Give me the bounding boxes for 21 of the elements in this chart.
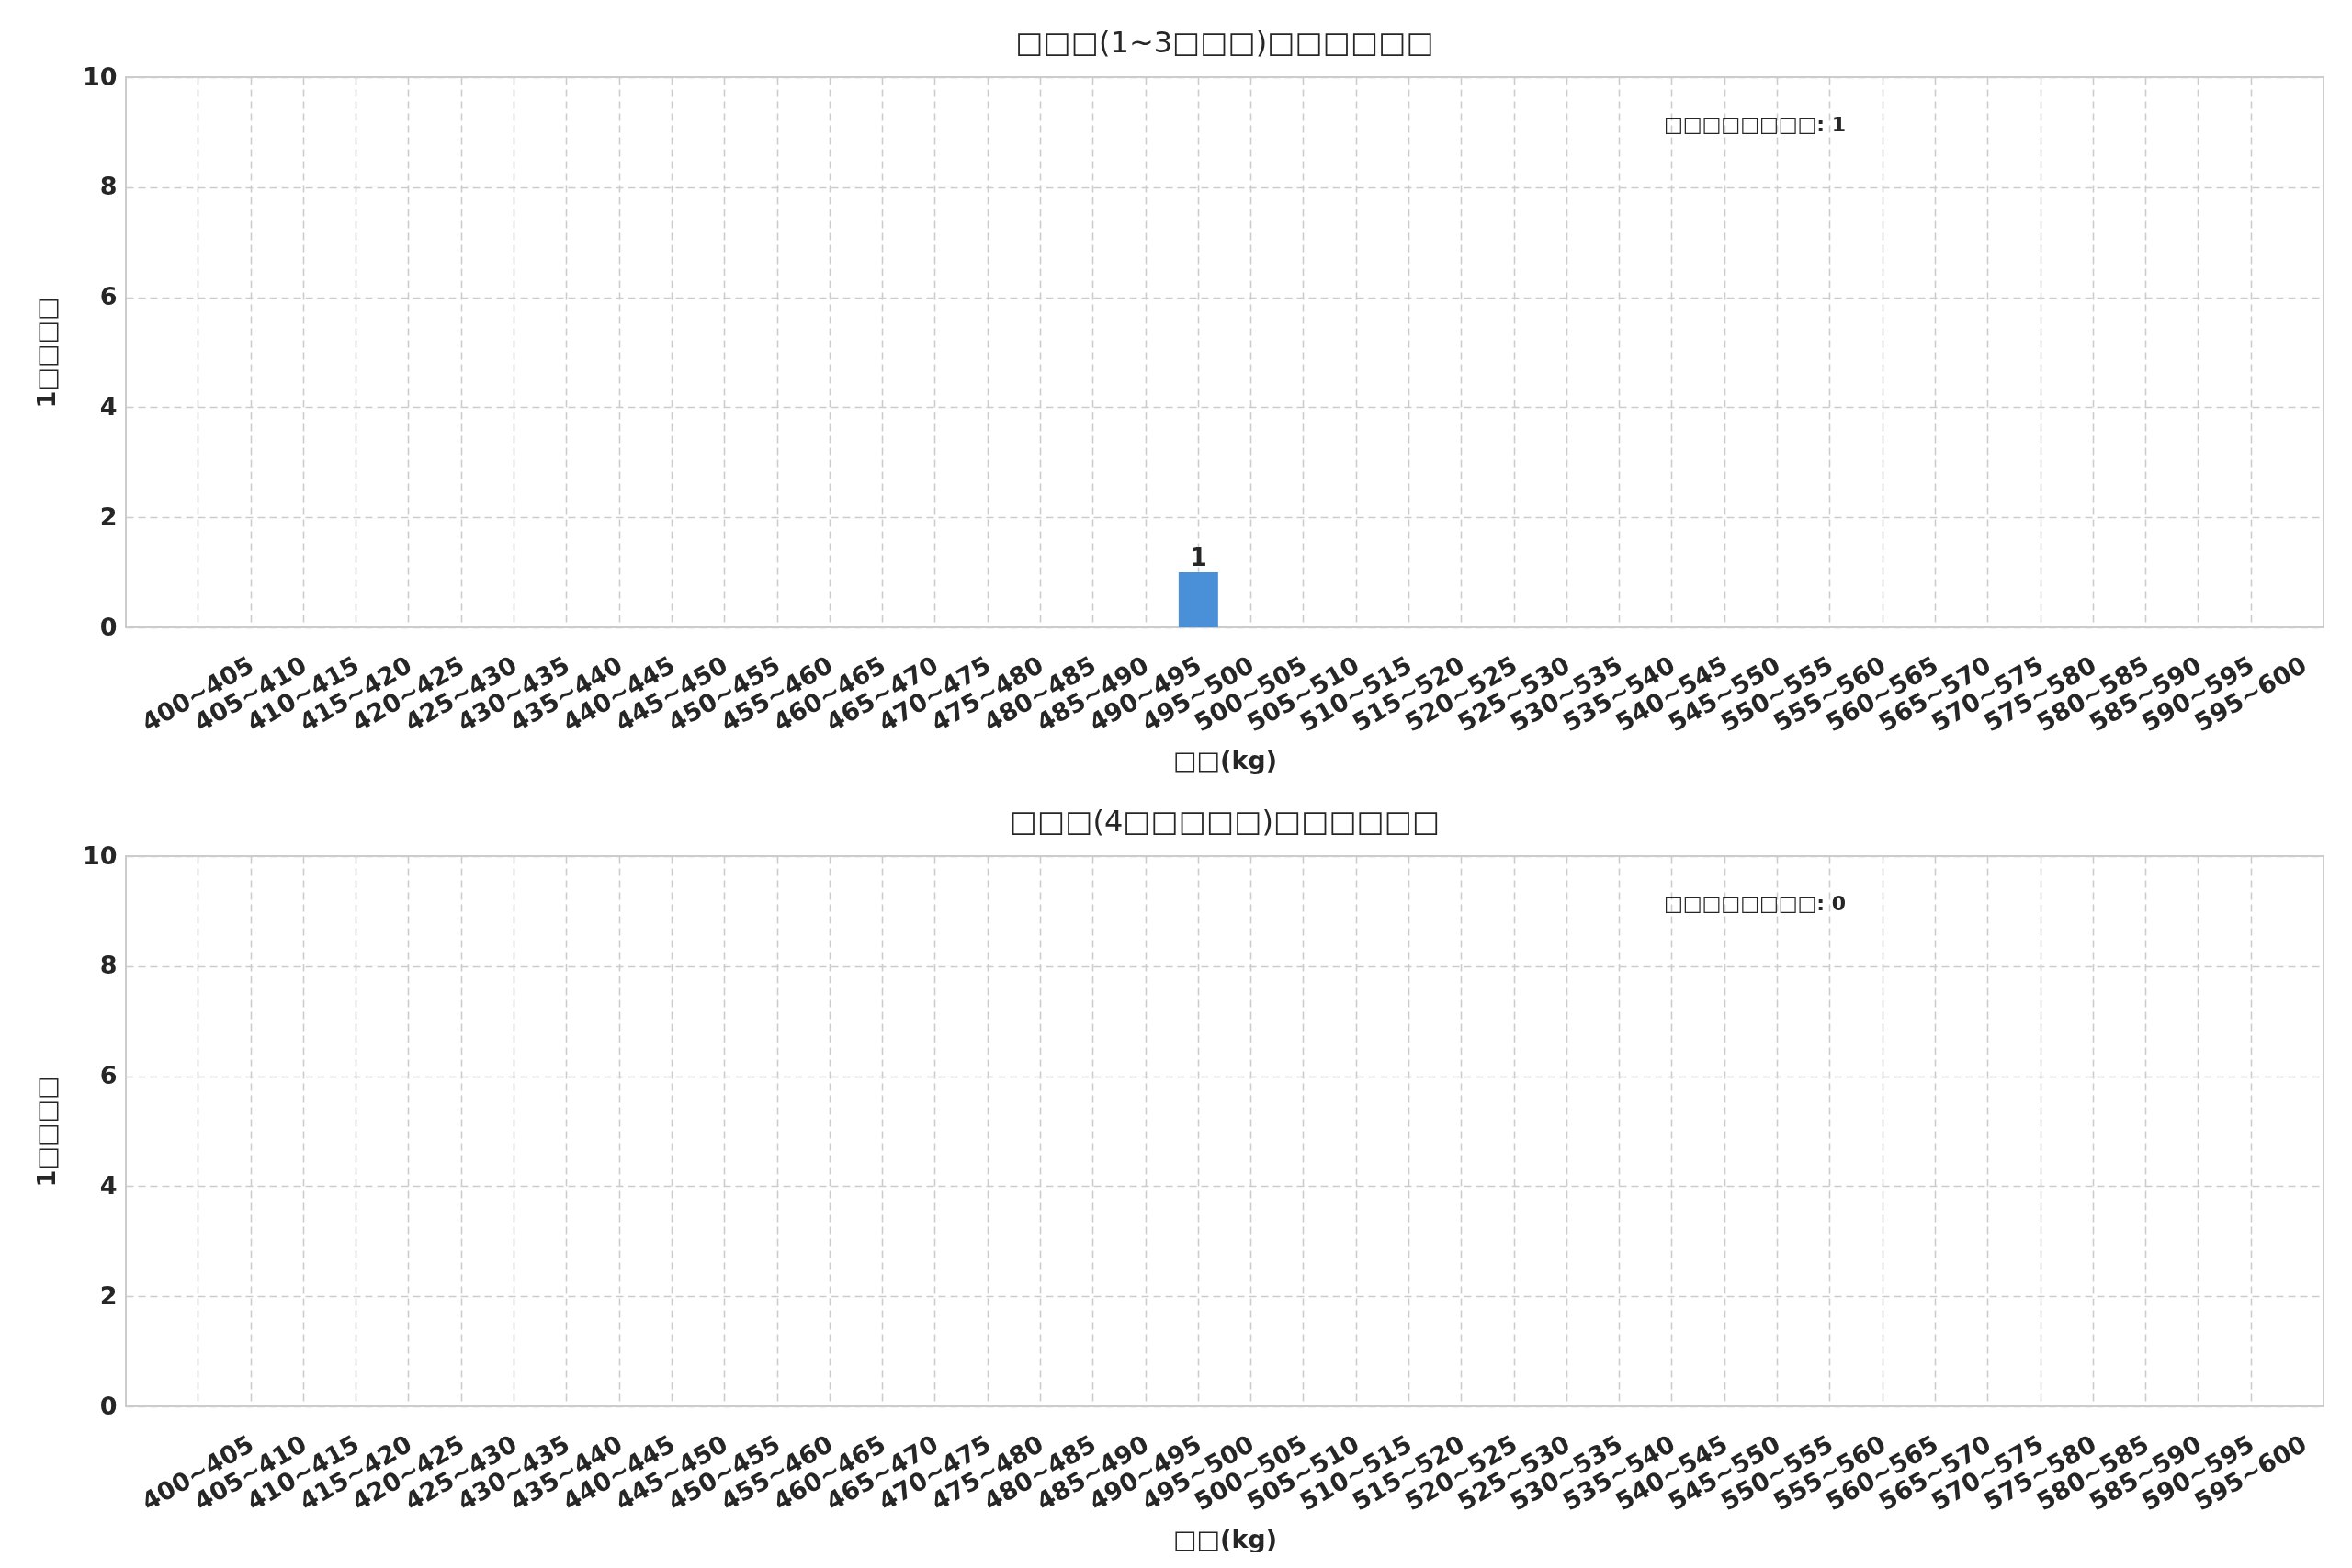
y-tick-label: 4 [99, 1170, 118, 1200]
annotation: □□□□□□□□: 0 [1664, 892, 1847, 915]
y-tick-label: 6 [99, 1061, 118, 1090]
y-tick-label: 8 [99, 172, 118, 201]
data-label: 1 [1189, 543, 1207, 572]
y-axis-title: 1□□□□ [31, 297, 61, 409]
y-tick-label: 10 [82, 62, 118, 91]
x-axis-title: □□(kg) [1173, 745, 1277, 774]
chart-title: □□□(4□□□□□)□□□□□□ [1009, 804, 1441, 839]
y-tick-label: 2 [99, 502, 118, 531]
x-axis-title: □□(kg) [1173, 1524, 1277, 1553]
y-axis-title: 1□□□□ [31, 1076, 61, 1188]
y-tick-label: 10 [82, 840, 118, 870]
annotation: □□□□□□□□: 1 [1664, 113, 1847, 136]
chart-title: □□□(1~3□□□)□□□□□□ [1015, 25, 1434, 60]
y-tick-label: 0 [99, 1391, 118, 1420]
y-tick-label: 2 [99, 1280, 118, 1310]
y-tick-label: 6 [99, 282, 118, 311]
y-tick-label: 8 [99, 951, 118, 980]
y-tick-label: 0 [99, 612, 118, 641]
y-tick-label: 4 [99, 391, 118, 421]
